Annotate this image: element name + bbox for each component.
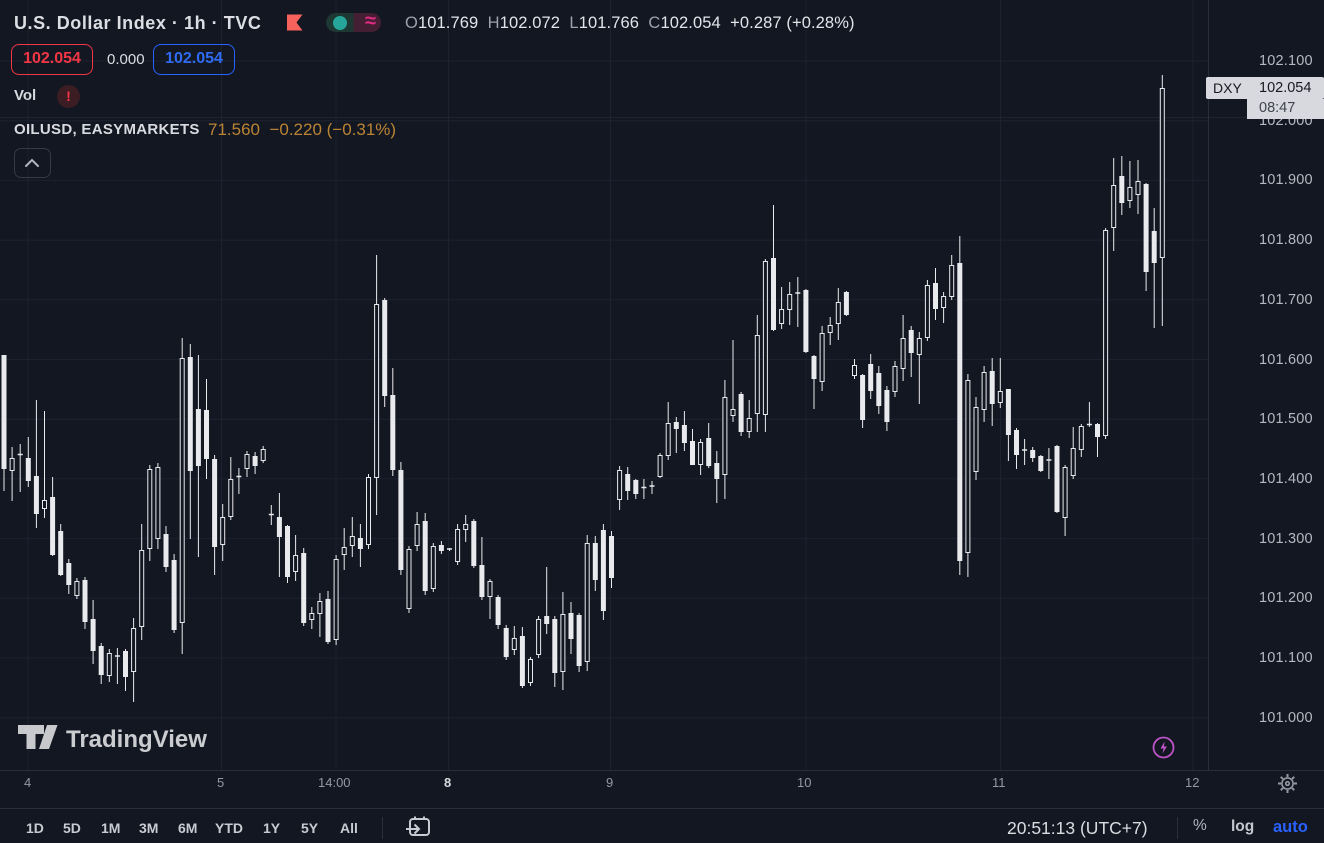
svg-text:TradingView: TradingView xyxy=(66,726,207,752)
